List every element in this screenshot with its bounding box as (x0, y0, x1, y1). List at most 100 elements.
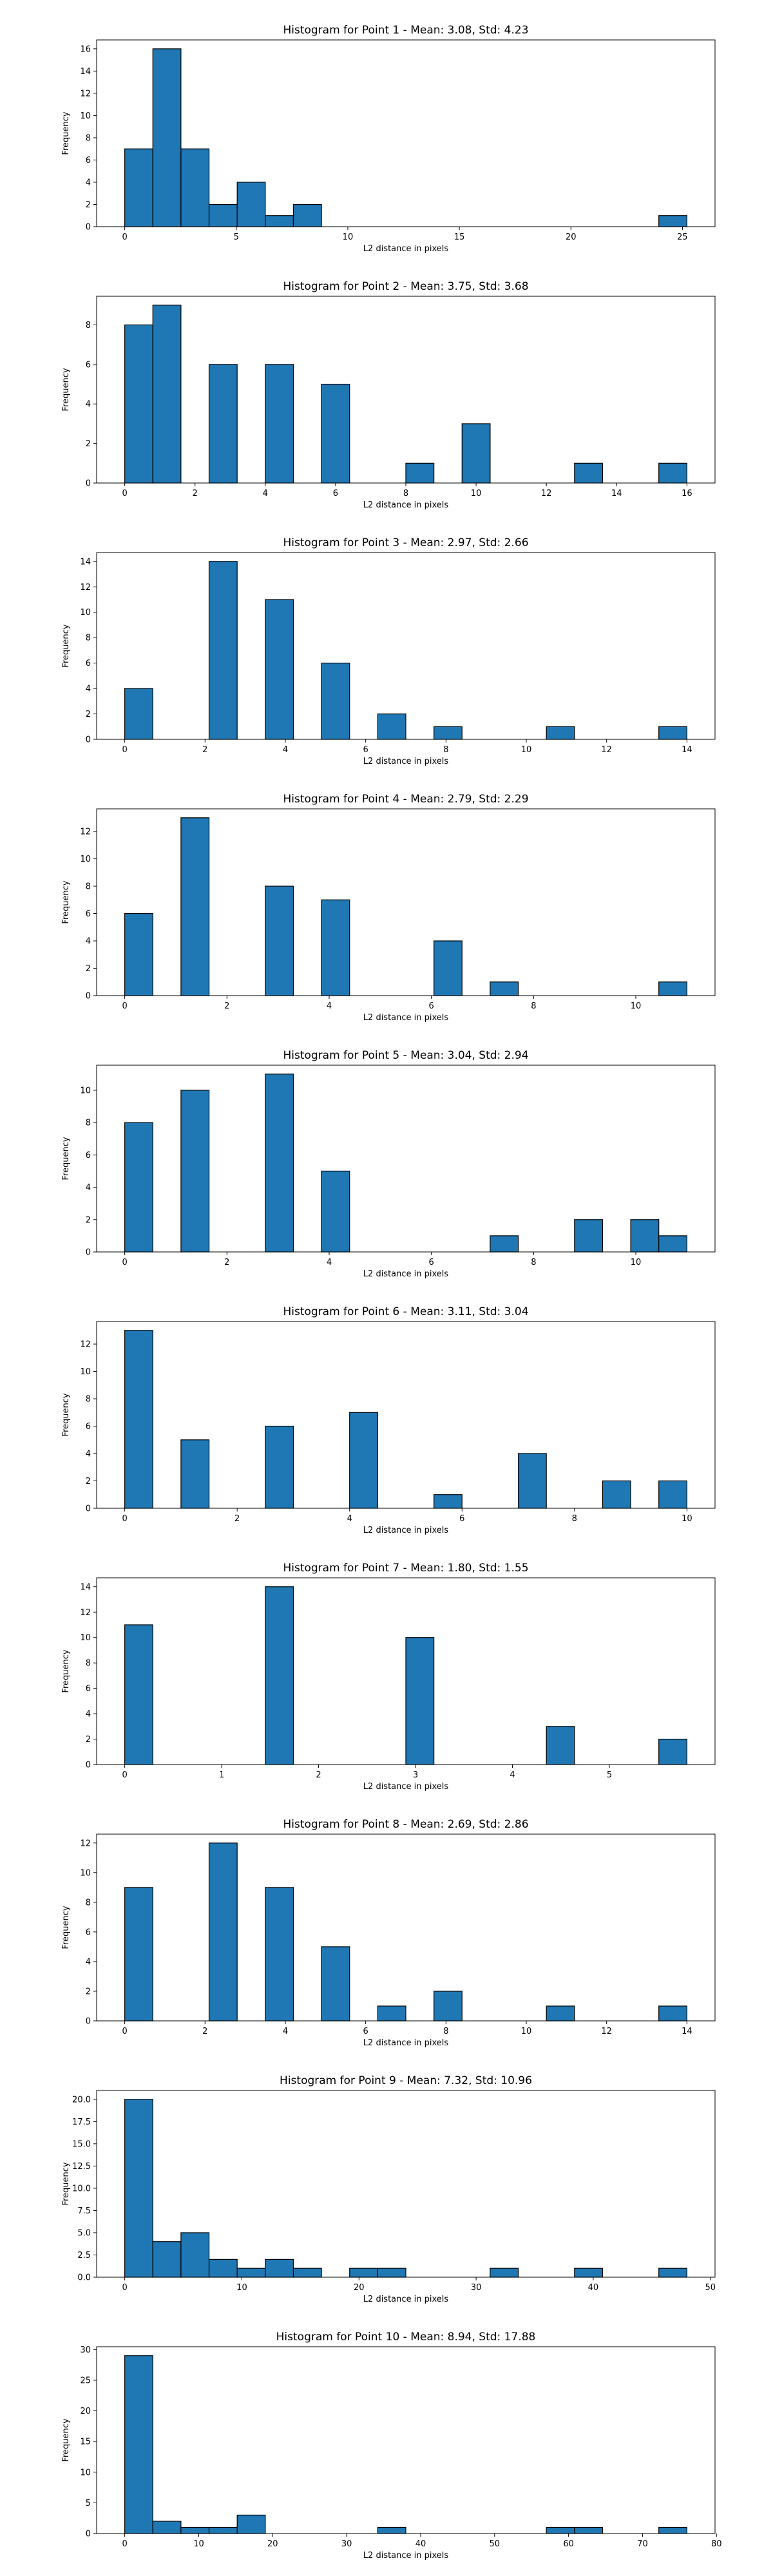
y-tick-label: 10 (80, 1868, 91, 1878)
y-tick-label: 8 (86, 1119, 91, 1128)
histogram-bar (236, 2514, 266, 2534)
x-tick-label: 2 (224, 1258, 229, 1267)
x-tick-label: 4 (347, 1514, 352, 1524)
plot-frame (96, 2090, 716, 2278)
histogram-chart-2: Histogram for Point 2 - Mean: 3.75, Std:… (61, 280, 716, 510)
x-tick-label: 5 (234, 232, 239, 242)
plot-frame (96, 296, 716, 484)
chart-title: Histogram for Point 1 - Mean: 3.08, Std:… (283, 24, 528, 37)
y-tick-label: 6 (86, 1927, 91, 1937)
y-axis-label: Frequency (61, 624, 71, 667)
histogram-bar (658, 981, 687, 996)
y-tick-label: 6 (86, 156, 91, 166)
x-axis-label: L2 distance in pixels (363, 1013, 449, 1023)
x-axis-label: L2 distance in pixels (363, 2551, 449, 2561)
y-tick-label: 10 (80, 608, 91, 618)
x-tick-label: 6 (363, 2027, 368, 2036)
x-axis-label: L2 distance in pixels (363, 1526, 449, 1535)
histogram-bar (377, 2005, 406, 2022)
histogram-bar (546, 1726, 575, 1765)
y-tick-label: 0 (86, 735, 91, 745)
y-tick-label: 4 (86, 1450, 91, 1459)
y-tick-label: 0 (86, 2530, 91, 2539)
histogram-bar (658, 1480, 687, 1509)
x-tick-label: 14 (611, 489, 622, 498)
histogram-bar (124, 688, 153, 740)
x-axis-label: L2 distance in pixels (363, 500, 449, 510)
x-tick-label: 6 (363, 745, 368, 755)
y-tick-label: 14 (80, 67, 91, 77)
histogram-bar (152, 2521, 182, 2534)
y-tick-label: 6 (86, 1684, 91, 1694)
histogram-bar (321, 1946, 350, 2022)
y-tick-label: 2 (86, 1987, 91, 1996)
y-tick-label: 10 (80, 111, 91, 121)
chart-title: Histogram for Point 6 - Mean: 3.11, Std:… (283, 1305, 528, 1318)
histogram-bar (658, 462, 687, 484)
x-tick-label: 12 (541, 489, 552, 498)
x-tick-label: 30 (341, 2539, 352, 2549)
y-tick-label: 12 (80, 1340, 91, 1350)
histogram-bar (265, 1887, 294, 2022)
histogram-bar (434, 726, 463, 740)
x-tick-label: 8 (531, 1001, 536, 1011)
y-tick-label: 10 (80, 2468, 91, 2477)
histogram-bar (405, 462, 435, 484)
chart-title: Histogram for Point 2 - Mean: 3.75, Std:… (283, 280, 528, 293)
y-tick-label: 0 (86, 2017, 91, 2027)
y-tick-label: 12 (80, 828, 91, 837)
histogram-bar (405, 1637, 435, 1765)
y-tick-label: 10 (80, 1086, 91, 1095)
y-tick-label: 4 (86, 685, 91, 694)
y-tick-label: 5.0 (77, 2228, 91, 2238)
y-tick-label: 2 (86, 1215, 91, 1225)
histogram-bar (180, 2232, 210, 2278)
histogram-bar (377, 713, 406, 740)
x-tick-label: 6 (429, 1001, 434, 1011)
x-tick-label: 30 (471, 2283, 482, 2293)
y-axis-label: Frequency (61, 1137, 71, 1180)
histogram-bar (265, 2259, 294, 2278)
x-tick-label: 6 (429, 1258, 434, 1267)
x-tick-label: 2 (193, 489, 198, 498)
plot-frame (96, 1321, 716, 1509)
histogram-bar (124, 324, 153, 484)
x-tick-label: 12 (601, 745, 612, 755)
y-tick-label: 8 (86, 321, 91, 330)
y-tick-label: 25 (80, 2376, 91, 2385)
y-tick-label: 12.5 (72, 2162, 91, 2172)
histogram-bar (265, 364, 294, 484)
histogram-bar (658, 1738, 687, 1765)
histogram-bar (658, 2526, 687, 2534)
y-tick-label: 0 (86, 1761, 91, 1770)
x-tick-label: 0 (122, 2283, 127, 2293)
x-tick-label: 40 (415, 2539, 426, 2549)
histogram-bar (208, 561, 238, 740)
x-tick-label: 0 (122, 489, 127, 498)
histogram-bar (292, 2268, 322, 2278)
histogram-bar (434, 1991, 463, 2022)
x-tick-label: 14 (682, 745, 692, 755)
y-tick-label: 12 (80, 89, 91, 99)
histogram-bar (180, 1439, 210, 1509)
y-tick-label: 2 (86, 439, 91, 449)
histogram-bar (349, 2268, 378, 2278)
y-tick-label: 6 (86, 1151, 91, 1160)
x-tick-label: 0 (122, 1514, 127, 1524)
x-tick-label: 8 (572, 1514, 577, 1524)
histogram-bar (124, 1624, 153, 1765)
histogram-bar (658, 1235, 687, 1253)
x-tick-label: 60 (563, 2539, 574, 2549)
y-tick-label: 4 (86, 1957, 91, 1967)
chart-title: Histogram for Point 5 - Mean: 3.04, Std:… (283, 1049, 528, 1062)
histogram-bar (546, 2005, 575, 2022)
y-tick-label: 4 (86, 937, 91, 947)
y-axis-label: Frequency (61, 1906, 71, 1949)
x-tick-label: 25 (677, 232, 688, 242)
histogram-chart-1: Histogram for Point 1 - Mean: 3.08, Std:… (61, 24, 716, 254)
y-tick-label: 4 (86, 178, 91, 187)
x-tick-label: 20 (566, 232, 577, 242)
y-tick-label: 2 (86, 200, 91, 210)
histogram-bar (236, 2268, 266, 2278)
histogram-bar (490, 1235, 519, 1253)
